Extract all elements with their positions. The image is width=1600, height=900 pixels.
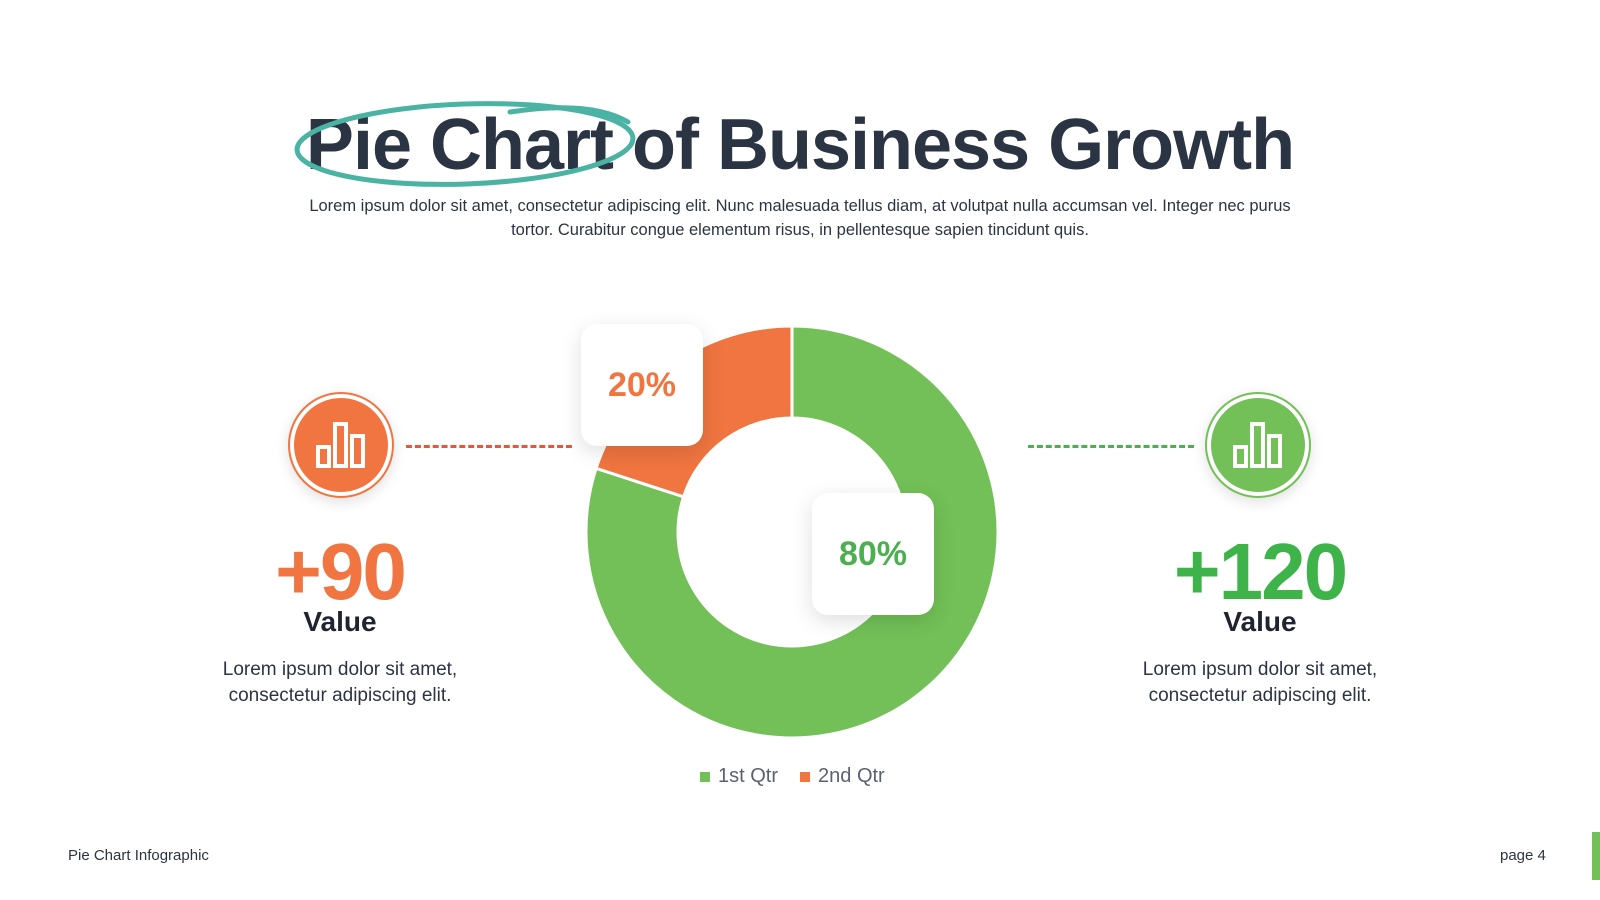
subtitle: Lorem ipsum dolor sit amet, consectetur … bbox=[309, 197, 1291, 239]
page-title: Pie Chart of Business Growth bbox=[305, 105, 1295, 185]
right-stat-badge bbox=[1205, 392, 1311, 498]
chart-legend: 1st Qtr 2nd Qtr bbox=[700, 765, 885, 788]
title-container: Pie Chart of Business Growth bbox=[0, 100, 1600, 190]
left-stat-label: Value bbox=[303, 606, 377, 637]
left-stat-badge bbox=[288, 392, 394, 498]
title-highlight-circle bbox=[294, 101, 636, 187]
bar-chart-icon bbox=[316, 422, 365, 468]
legend-swatch-1st-qtr bbox=[700, 771, 710, 782]
right-stat-value: +120 bbox=[1173, 527, 1348, 616]
left-stat-value: +90 bbox=[275, 527, 407, 616]
legend-item-2nd-qtr: 2nd Qtr bbox=[800, 765, 885, 788]
connector-right bbox=[1028, 445, 1194, 448]
legend-item-1st-qtr: 1st Qtr bbox=[700, 765, 778, 788]
right-stat-description: Lorem ipsum dolor sit amet, consectetur … bbox=[1142, 659, 1378, 706]
bar-chart-icon bbox=[1233, 422, 1282, 468]
page-number: page 4 bbox=[1500, 847, 1546, 864]
data-label-2nd-qtr: 20% bbox=[581, 324, 703, 446]
footer-title: Pie Chart Infographic bbox=[68, 847, 209, 864]
left-stat-description: Lorem ipsum dolor sit amet, consectetur … bbox=[222, 659, 458, 706]
legend-label-1st-qtr: 1st Qtr bbox=[718, 765, 779, 787]
legend-label-2nd-qtr: 2nd Qtr bbox=[818, 765, 885, 787]
right-stat-label: Value bbox=[1223, 606, 1297, 637]
connector-left bbox=[406, 445, 572, 448]
footer-accent-bar bbox=[1592, 832, 1600, 880]
data-label-1st-qtr: 80% bbox=[812, 493, 934, 615]
legend-swatch-2nd-qtr bbox=[800, 771, 811, 782]
